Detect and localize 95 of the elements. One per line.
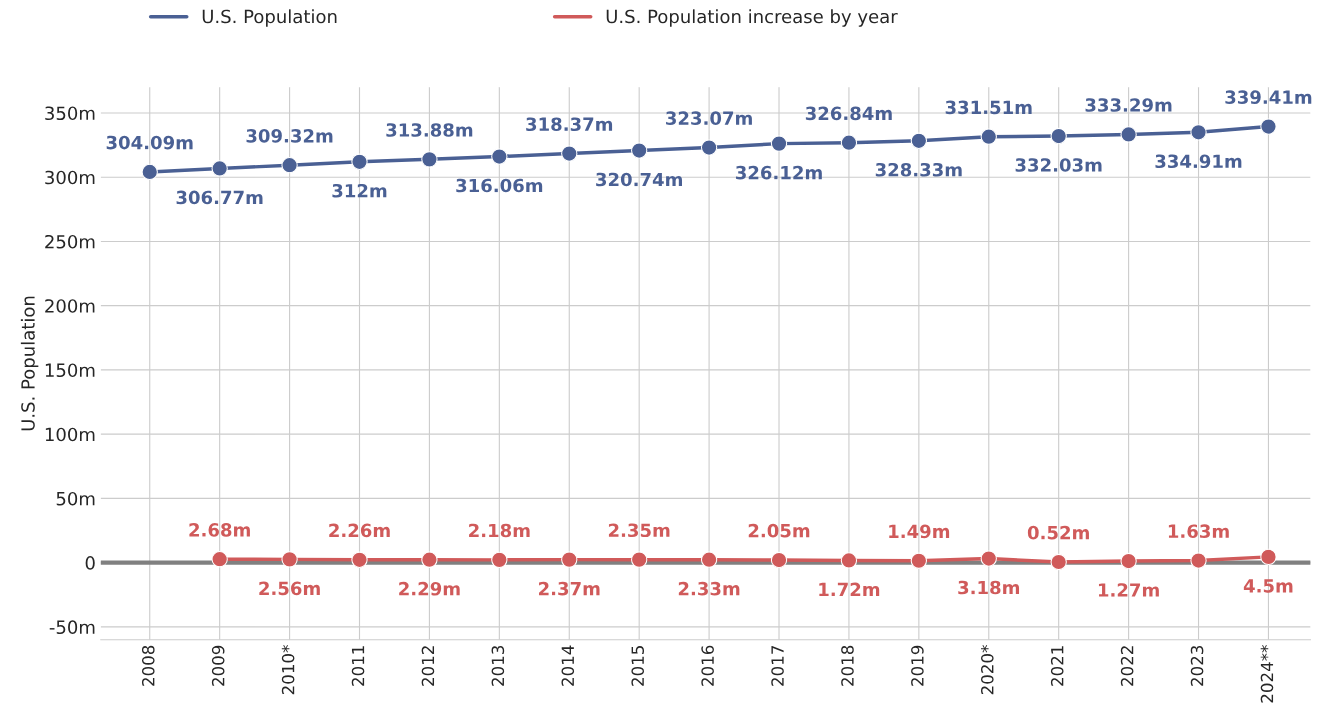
point xyxy=(700,139,718,156)
data-label: 1.27m xyxy=(1098,583,1159,597)
point xyxy=(1260,118,1277,135)
x-tick-label: 2017 xyxy=(771,646,784,686)
point xyxy=(770,135,788,152)
x-tick-label: 2022 xyxy=(1120,646,1134,686)
point xyxy=(1050,553,1067,571)
point xyxy=(281,157,298,174)
point xyxy=(631,551,648,568)
y-tick-label: 200m xyxy=(45,299,95,313)
point xyxy=(910,132,928,149)
data-label: 323.07m xyxy=(666,111,752,125)
data-label: 339.41m xyxy=(1225,90,1312,105)
point xyxy=(211,160,228,177)
point xyxy=(421,551,438,568)
x-tick-label: 2023 xyxy=(1190,645,1204,686)
x-tick-label: 2018 xyxy=(841,645,854,686)
y-tick-label: 300m xyxy=(45,170,95,185)
data-label: 2.68m xyxy=(189,523,250,537)
data-label: 332.03m xyxy=(1015,158,1102,172)
legend-label: U.S. Population xyxy=(202,9,337,27)
x-tick-label: 2013 xyxy=(491,645,505,686)
point xyxy=(910,552,928,569)
y-tick-label: 350m xyxy=(45,106,95,121)
point xyxy=(1190,552,1207,569)
data-label: 2.05m xyxy=(748,523,810,538)
x-tick-label: 2012 xyxy=(421,646,435,686)
x-tick-label: 2014 xyxy=(561,645,575,686)
y-tick-label: 0 xyxy=(85,556,95,570)
data-label: 334.91m xyxy=(1155,154,1242,169)
point xyxy=(770,551,788,569)
data-label: 2.35m xyxy=(608,523,670,538)
data-label: 326.12m xyxy=(735,165,822,180)
data-label: 2.33m xyxy=(678,581,740,596)
point xyxy=(840,552,858,569)
point xyxy=(421,151,438,168)
data-label: 306.77m xyxy=(176,190,263,205)
x-tick-label: 2011 xyxy=(351,646,365,686)
point xyxy=(281,551,298,568)
point xyxy=(700,551,718,568)
point xyxy=(840,134,858,151)
point xyxy=(1120,126,1137,143)
x-tick-label: 2008 xyxy=(141,645,155,686)
data-label: 4.5m xyxy=(1243,579,1293,593)
data-label: 2.26m xyxy=(329,523,390,538)
data-label: 304.09m xyxy=(106,135,193,150)
data-label: 328.33m xyxy=(875,162,962,177)
data-label: 0.52m xyxy=(1027,525,1089,540)
y-tick-label: 50m xyxy=(56,491,95,506)
data-label: 320.74m xyxy=(596,172,682,187)
data-label: 2.37m xyxy=(539,581,600,596)
data-label: 1.49m xyxy=(889,524,950,539)
x-tick-label: 2021 xyxy=(1050,646,1064,686)
legend-label: U.S. Population increase by year xyxy=(606,9,898,27)
data-label: 2.18m xyxy=(469,523,530,538)
data-label: 1.72m xyxy=(819,582,880,596)
point xyxy=(1190,124,1207,141)
x-tick-label: 2009 xyxy=(211,645,225,686)
point xyxy=(561,145,578,162)
data-label: 326.84m xyxy=(805,106,892,121)
y-tick-label: -50m xyxy=(49,620,95,635)
point xyxy=(211,551,228,568)
point xyxy=(631,142,648,159)
data-label: 331.51m xyxy=(945,100,1032,115)
data-label: 316.06m xyxy=(456,178,543,193)
data-label: 1.63m xyxy=(1168,524,1229,539)
y-tick-label: 250m xyxy=(45,234,95,249)
point xyxy=(561,551,578,568)
point xyxy=(1050,127,1067,145)
y-axis-title: U.S. Population xyxy=(20,296,39,431)
point xyxy=(141,163,158,181)
y-tick-label: 100m xyxy=(45,427,95,442)
point xyxy=(491,551,508,569)
x-tick-label: 2024** xyxy=(1260,645,1274,703)
data-label: 309.32m xyxy=(246,129,333,143)
data-label: 313.88m xyxy=(386,123,473,137)
y-tick-label: 150m xyxy=(45,363,95,378)
x-tick-label: 2020* xyxy=(981,645,994,695)
data-label: 318.37m xyxy=(526,117,613,132)
data-label: 333.29m xyxy=(1085,98,1172,112)
x-tick-label: 2019 xyxy=(911,645,924,686)
data-label: 2.29m xyxy=(399,581,460,596)
x-tick-label: 2010* xyxy=(281,645,295,695)
x-tick-label: 2016 xyxy=(701,645,714,686)
point xyxy=(491,148,508,165)
point xyxy=(980,550,997,567)
point xyxy=(980,128,997,145)
point xyxy=(1260,548,1277,566)
data-label: 2.56m xyxy=(259,581,320,596)
x-tick-label: 2015 xyxy=(631,646,645,686)
data-label: 312m xyxy=(332,183,387,198)
data-label: 3.18m xyxy=(958,580,1020,595)
point xyxy=(351,153,368,170)
point xyxy=(1120,552,1137,570)
point xyxy=(351,551,368,568)
